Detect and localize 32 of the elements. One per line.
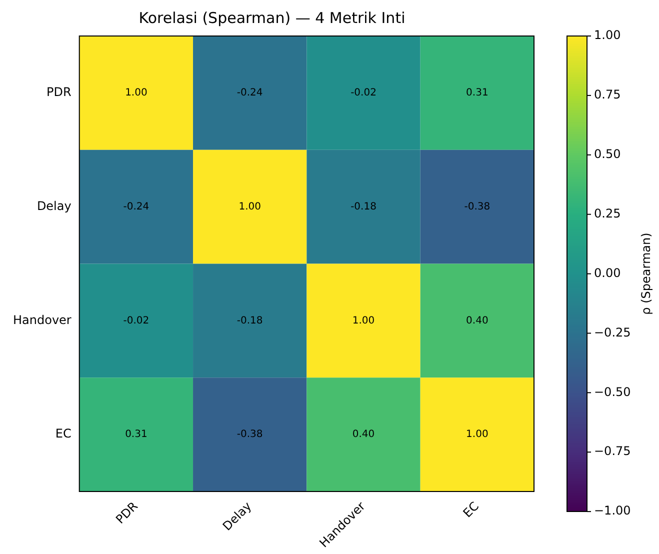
- y-tick-label: PDR: [46, 85, 72, 100]
- data-label: 1.00: [466, 429, 488, 440]
- data-label: 0.40: [466, 315, 488, 326]
- color-bar-label: 0.00: [594, 266, 621, 280]
- data-label: 1.00: [238, 201, 261, 212]
- y-tick-label: Handover: [13, 312, 72, 327]
- data-label: 0.31: [125, 429, 148, 440]
- data-label: -0.02: [350, 88, 376, 99]
- color-bar-label: 0.25: [594, 206, 621, 220]
- color-bar-label: −1.00: [594, 504, 631, 518]
- data-label: 0.31: [466, 88, 488, 99]
- color-bar-label: 0.50: [594, 147, 621, 162]
- y-tick-label: Delay: [36, 198, 72, 213]
- color-bar-label: −0.75: [594, 444, 631, 458]
- color-bar-label: 1.00: [594, 28, 621, 42]
- data-label: -0.38: [464, 201, 490, 212]
- x-tick-label: EC: [460, 499, 482, 520]
- data-label: -0.02: [123, 315, 150, 326]
- color-bar-label: −0.50: [594, 384, 631, 399]
- data-label: -0.18: [236, 315, 263, 326]
- data-label: -0.38: [236, 429, 263, 440]
- data-label: 0.40: [352, 429, 375, 440]
- color-bar-title: ρ (Spearman): [639, 232, 654, 315]
- data-label: 1.00: [125, 88, 148, 99]
- data-label: -0.24: [123, 201, 150, 212]
- data-label: 1.00: [352, 315, 375, 326]
- data-label: -0.18: [350, 201, 376, 212]
- y-tick-label: EC: [55, 426, 72, 441]
- chart-title: Korelasi (Spearman) — 4 Metrik Inti: [138, 8, 406, 27]
- color-bar-label: −0.25: [594, 325, 631, 340]
- color-bar-label: 0.75: [594, 88, 621, 102]
- data-label: -0.24: [236, 88, 263, 99]
